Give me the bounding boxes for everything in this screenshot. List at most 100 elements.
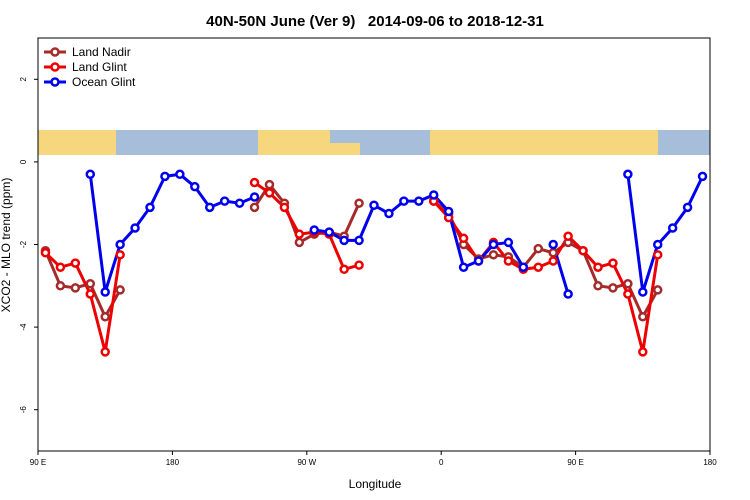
data-point — [593, 262, 603, 272]
y-tick-label: 2 — [19, 77, 28, 82]
data-point — [354, 260, 364, 270]
data-point — [682, 202, 693, 213]
x-tick-label: 180 — [166, 458, 180, 467]
data-point — [638, 347, 648, 357]
data-point — [533, 243, 544, 254]
y-tick-label: -2 — [19, 240, 28, 248]
map-strip — [38, 130, 710, 155]
data-point — [115, 285, 125, 295]
data-point — [85, 169, 96, 180]
data-point — [190, 181, 200, 192]
data-point — [354, 235, 364, 246]
data-point — [667, 223, 678, 233]
data-point — [294, 229, 305, 239]
data-point — [175, 169, 185, 180]
data-point — [563, 231, 573, 241]
data-point — [428, 190, 439, 200]
data-point — [623, 169, 633, 180]
data-point — [608, 283, 618, 293]
data-point — [160, 171, 170, 182]
data-point — [339, 235, 349, 246]
data-point — [608, 258, 618, 268]
data-point — [130, 223, 140, 233]
data-point — [652, 250, 663, 260]
y-tick-label: -6 — [19, 406, 28, 414]
data-point — [249, 202, 260, 213]
data-point — [488, 239, 499, 250]
data-point — [294, 237, 305, 248]
data-point — [354, 198, 364, 208]
chart-title: 40N-50N June (Ver 9) 2014-09-06 to 2018-… — [206, 13, 544, 30]
data-point — [503, 256, 514, 266]
series-line — [44, 181, 660, 354]
data-point — [115, 239, 125, 250]
data-point — [384, 208, 394, 219]
data-point — [414, 196, 424, 206]
data-point — [548, 256, 558, 266]
data-point — [204, 202, 215, 213]
data-point — [324, 227, 334, 237]
data-point — [249, 177, 260, 188]
data-point — [85, 289, 96, 299]
data-point — [115, 250, 125, 260]
data-point — [70, 258, 81, 268]
data-point — [697, 171, 708, 182]
data-point — [369, 200, 379, 211]
data-point — [548, 239, 558, 250]
data-point — [100, 287, 110, 297]
legend-label: Land Nadir — [72, 45, 131, 59]
data-point — [100, 312, 110, 322]
data-point — [473, 256, 484, 266]
data-point — [578, 245, 588, 256]
legend-label: Land Glint — [72, 60, 127, 74]
plot-frame — [37, 37, 711, 452]
data-point — [623, 289, 633, 299]
data-point — [503, 237, 514, 248]
data-point — [458, 262, 469, 272]
data-point — [234, 198, 245, 208]
data-point — [279, 202, 290, 213]
x-tick-label: 0 — [439, 458, 444, 467]
data-point — [55, 281, 66, 291]
y-tick-label: 0 — [19, 159, 28, 164]
data-point — [652, 285, 663, 295]
data-point — [55, 262, 66, 272]
legend-marker — [50, 47, 60, 57]
data-point — [85, 278, 96, 289]
legend-label: Ocean Glint — [72, 75, 136, 89]
data-point — [548, 248, 558, 258]
x-tick-label: 90 E — [30, 458, 46, 467]
data-point — [264, 188, 275, 198]
data-point — [399, 196, 409, 206]
data-point — [249, 192, 260, 202]
x-tick-label: 180 — [703, 458, 717, 467]
data-point — [100, 347, 110, 357]
data-point — [488, 250, 499, 260]
legend-marker — [50, 62, 60, 72]
data-point — [40, 248, 51, 258]
x-tick-label: 90 W — [297, 458, 316, 467]
data-point — [563, 289, 573, 299]
data-point — [638, 312, 648, 322]
data-point — [145, 202, 155, 213]
data-point — [593, 281, 603, 291]
data-point — [339, 264, 349, 275]
data-point — [309, 225, 320, 235]
data-point — [219, 196, 230, 206]
data-point — [623, 278, 633, 289]
data-point — [70, 283, 81, 293]
x-axis-label: Longitude — [349, 477, 402, 491]
data-point — [443, 206, 454, 217]
data-point — [652, 239, 663, 250]
data-point — [638, 287, 648, 297]
data-point — [264, 179, 275, 190]
y-axis-label: XCO2 - MLO trend (ppm) — [0, 178, 13, 313]
legend-marker — [50, 77, 60, 87]
series-line — [88, 172, 704, 295]
x-tick-label: 90 E — [567, 458, 583, 467]
y-tick-label: -4 — [19, 323, 28, 331]
data-point — [533, 262, 544, 272]
data-point — [458, 233, 469, 244]
